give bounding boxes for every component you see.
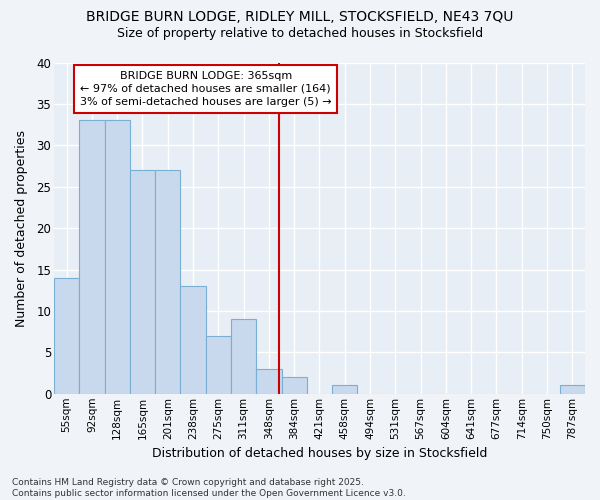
Bar [181, 286, 206, 394]
Bar [281, 377, 307, 394]
Text: Contains HM Land Registry data © Crown copyright and database right 2025.
Contai: Contains HM Land Registry data © Crown c… [12, 478, 406, 498]
Bar [130, 170, 155, 394]
Text: BRIDGE BURN LODGE: 365sqm
← 97% of detached houses are smaller (164)
3% of semi-: BRIDGE BURN LODGE: 365sqm ← 97% of detac… [80, 71, 332, 107]
Text: Size of property relative to detached houses in Stocksfield: Size of property relative to detached ho… [117, 28, 483, 40]
Bar [54, 278, 79, 394]
Y-axis label: Number of detached properties: Number of detached properties [15, 130, 28, 326]
Bar [231, 319, 256, 394]
Bar [155, 170, 181, 394]
X-axis label: Distribution of detached houses by size in Stocksfield: Distribution of detached houses by size … [152, 447, 487, 460]
Bar [206, 336, 231, 394]
Bar [560, 386, 585, 394]
Bar [332, 386, 358, 394]
Bar [104, 120, 130, 394]
Bar [79, 120, 104, 394]
Bar [256, 369, 281, 394]
Text: BRIDGE BURN LODGE, RIDLEY MILL, STOCKSFIELD, NE43 7QU: BRIDGE BURN LODGE, RIDLEY MILL, STOCKSFI… [86, 10, 514, 24]
